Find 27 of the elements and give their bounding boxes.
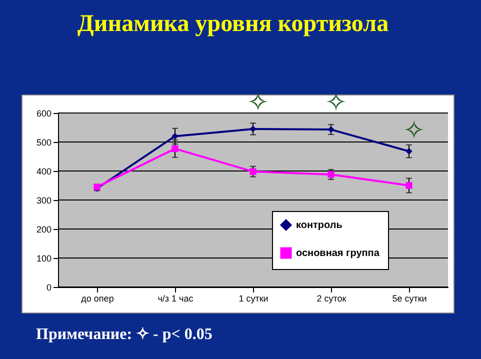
x-tick-label: 5е сутки bbox=[392, 294, 427, 304]
y-tick-label: 500 bbox=[36, 138, 52, 148]
x-tick-label: ч/з 1 час bbox=[158, 294, 194, 304]
point bbox=[172, 145, 178, 152]
point bbox=[406, 182, 412, 189]
y-tick-label: 200 bbox=[36, 224, 52, 234]
point bbox=[172, 132, 178, 140]
y-tick-label: 600 bbox=[36, 108, 52, 118]
y-tick-label: 0 bbox=[46, 282, 52, 292]
point bbox=[406, 148, 412, 155]
annotation: ✧ bbox=[325, 88, 347, 118]
legend-label: контроль bbox=[296, 220, 342, 231]
chart-title: Динамика уровня кортизола bbox=[77, 11, 389, 37]
y-tick-label: 100 bbox=[36, 254, 52, 264]
y-tick-label: 400 bbox=[36, 166, 52, 176]
point bbox=[328, 171, 334, 178]
text: Примечание: ✧ - p< 0.05 bbox=[36, 326, 212, 343]
annotation: ✧ bbox=[403, 116, 425, 146]
point bbox=[250, 126, 256, 132]
x-tick-label: 1 сутки bbox=[238, 294, 268, 304]
point bbox=[328, 126, 334, 133]
point bbox=[250, 168, 256, 175]
x-tick-label: 2 суток bbox=[316, 294, 346, 304]
y-tick-label: 300 bbox=[36, 196, 52, 206]
legend-label: основная группа bbox=[296, 248, 380, 259]
x-tick-label: до опер bbox=[81, 294, 114, 304]
annotation: ✧ bbox=[247, 88, 269, 118]
